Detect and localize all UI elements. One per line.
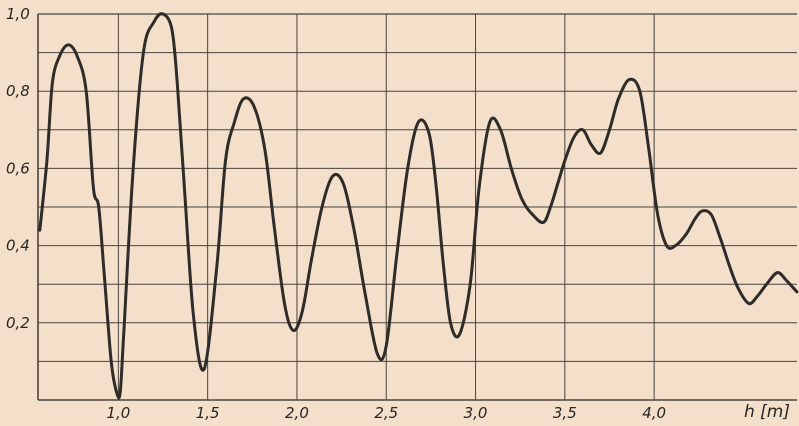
y-tick-label-0: 0,2 [6,314,30,332]
x-axis-label: h [m] [744,402,790,422]
y-tick-label-1: 0,4 [6,237,30,255]
series-line-0 [38,12,799,400]
x-tick-label-3: 2,5 [374,404,398,422]
x-tick-label-4: 3,0 [464,404,488,422]
tick-labels: 1,0 1,5 2,0 2,5 3,0 3,5 4,0 0,2 0,4 0,6 0,8 1,0 [6,5,666,422]
y-tick-label-3: 0,8 [6,82,30,100]
x-tick-label-0: 1,0 [106,404,130,422]
x-tick-label-1: 1,5 [196,404,220,422]
y-tick-label-2: 0,6 [6,159,30,177]
series-layer [38,12,799,400]
x-tick-label-5: 3,5 [553,404,577,422]
x-tick-label-2: 2,0 [285,404,309,422]
grid [37,13,797,401]
y-tick-label-4: 1,0 [6,5,30,23]
x-tick-label-6: 4,0 [642,404,666,422]
